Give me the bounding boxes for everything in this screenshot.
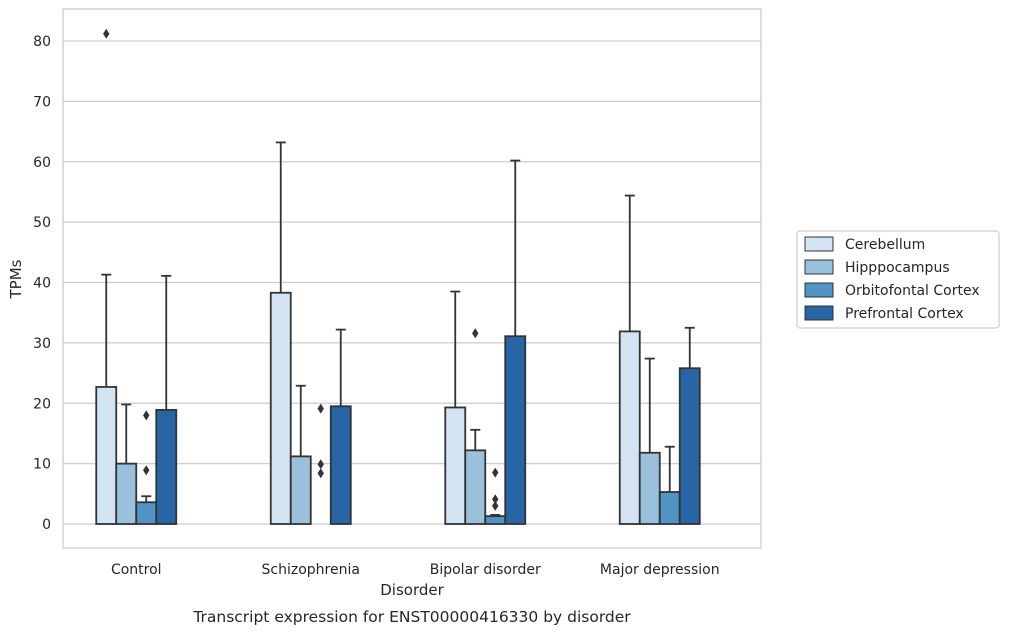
plot-frame	[62, 8, 762, 549]
outlier-point	[472, 328, 479, 339]
legend: Cerebellum Hipppocampus Orbitofontal Corte…	[796, 230, 1000, 329]
bar-cerebellum	[444, 406, 467, 525]
legend-swatch	[804, 282, 834, 298]
y-tick-label: 20	[33, 396, 51, 412]
y-tick-label: 30	[33, 336, 51, 352]
legend-label: Orbitofontal Cortex	[845, 283, 980, 299]
y-tick-label: 50	[33, 215, 51, 231]
bar-orbitofontal-cortex	[484, 515, 507, 525]
outlier-point	[317, 459, 324, 470]
y-tick-label: 60	[33, 155, 51, 171]
outlier-point	[317, 403, 324, 414]
grid-lines	[63, 40, 761, 525]
legend-label: Hipppocampus	[845, 260, 950, 276]
legend-swatch	[804, 259, 834, 275]
x-tick-label: Bipolar disorder	[430, 562, 541, 578]
bar-prefrontal-cortex	[504, 335, 527, 525]
outlier-point	[143, 410, 150, 421]
bar-orbitofontal-cortex	[135, 501, 158, 525]
x-tick-label: Control	[111, 562, 162, 578]
y-axis-title: TPMs	[7, 259, 25, 299]
bars	[95, 28, 701, 525]
bar-cerebellum	[269, 291, 292, 525]
outlier-point	[492, 494, 499, 505]
outlier-point	[492, 467, 499, 478]
outlier-point	[492, 500, 499, 511]
x-tick-label: Major depression	[600, 562, 720, 578]
legend-label: Prefrontal Cortex	[845, 306, 964, 322]
y-tick-label: 40	[33, 276, 51, 292]
bar-orbitofontal-cortex	[658, 491, 681, 525]
bar-hipppocampus	[289, 455, 312, 525]
y-tick-labels: 0 10 20 30 40 50 60 70 80	[33, 34, 51, 533]
y-tick-label: 0	[42, 517, 51, 533]
legend-frame	[796, 230, 1000, 329]
x-axis-title: Disorder	[380, 581, 444, 599]
outlier-point	[317, 468, 324, 479]
bar-cerebellum	[95, 386, 118, 525]
bar-hipppocampus	[464, 449, 487, 525]
outlier-point	[143, 465, 150, 476]
bar-prefrontal-cortex	[155, 408, 178, 525]
legend-swatch	[804, 305, 834, 321]
legend-label: Cerebellum	[845, 237, 925, 253]
bar-prefrontal-cortex	[329, 405, 352, 525]
y-tick-label: 70	[33, 94, 51, 110]
x-tick-labels: Control Schizophrenia Bipolar disorder Majo…	[111, 562, 720, 578]
outlier-point	[103, 28, 110, 39]
legend-swatch	[804, 236, 834, 252]
bar-cerebellum	[618, 330, 641, 525]
bar-prefrontal-cortex	[678, 367, 701, 525]
y-tick-label: 80	[33, 34, 51, 50]
bar-hipppocampus	[638, 451, 661, 525]
x-tick-label: Schizophrenia	[262, 562, 360, 578]
figure-caption: Transcript expression for ENST0000041633…	[192, 608, 631, 626]
y-tick-label: 10	[33, 457, 51, 473]
bar-hipppocampus	[115, 462, 138, 525]
